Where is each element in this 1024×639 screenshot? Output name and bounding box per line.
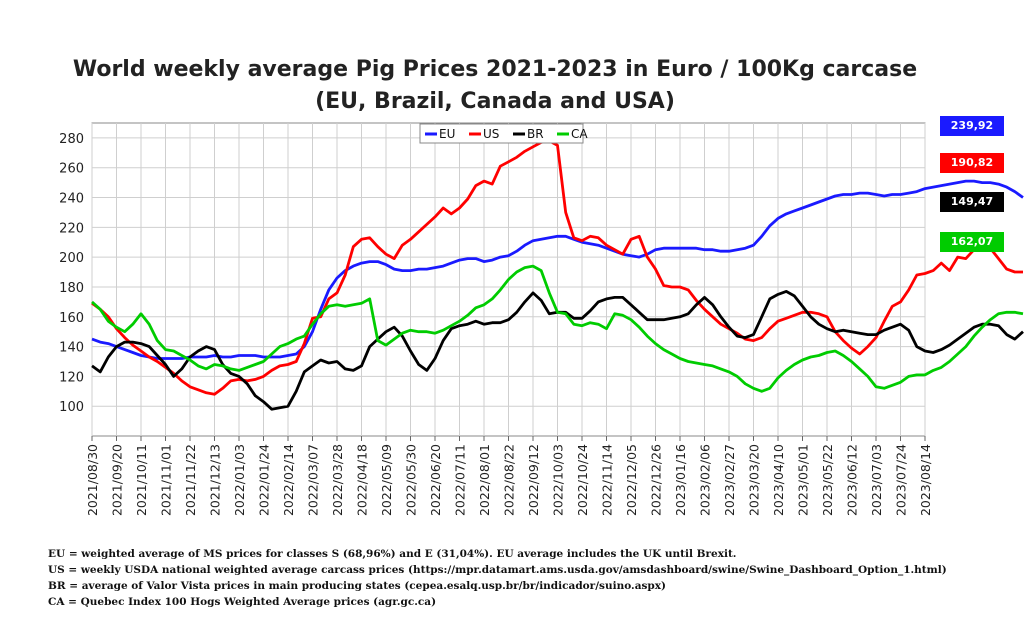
x-tick-label: 2022/08/22 <box>502 444 517 516</box>
x-tick-label: 2022/10/24 <box>575 444 590 516</box>
legend-label-br: BR <box>527 127 544 141</box>
x-tick-label: 2022/04/18 <box>355 444 370 516</box>
x-tick-label: 2022/12/26 <box>649 444 664 516</box>
x-tick-label: 2022/01/24 <box>257 444 272 516</box>
x-tick-label: 2023/07/03 <box>869 444 884 516</box>
x-tick-label: 2023/02/06 <box>698 444 713 516</box>
y-tick-label: 280 <box>59 132 84 147</box>
y-tick-label: 160 <box>59 311 84 326</box>
x-tick-label: 2022/12/05 <box>624 444 639 516</box>
x-tick-label: 2023/04/10 <box>771 444 786 516</box>
legend <box>419 123 584 144</box>
series-line-us <box>91 139 1023 396</box>
x-tick-label: 2021/10/11 <box>134 444 149 516</box>
x-tick-label: 2021/09/20 <box>110 444 125 516</box>
x-tick-label: 2021/12/13 <box>208 444 223 516</box>
chart-title-line-1: World weekly average Pig Prices 2021-202… <box>72 57 918 82</box>
x-tick-label: 2023/03/20 <box>747 444 762 516</box>
chart-subtitle: (EU, Brazil, Canada and USA) <box>315 89 675 114</box>
footnote-br: BR = average of Valor Vista prices in ma… <box>48 580 666 592</box>
y-tick-label: 240 <box>59 192 84 207</box>
footnote-ca: CA = Quebec Index 100 Hogs Weighted Aver… <box>48 596 437 608</box>
x-tick-label: 2021/11/01 <box>159 444 174 516</box>
legend-label-us: US <box>483 127 499 141</box>
footnote-us: US = weekly USDA national weighted avera… <box>48 564 947 576</box>
footnote-eu: EU = weighted average of MS prices for c… <box>48 548 737 560</box>
y-tick-label: 260 <box>59 162 84 177</box>
x-tick-label: 2022/05/30 <box>404 444 419 516</box>
x-tick-label: 2022/10/03 <box>551 444 566 516</box>
footnotes: EU = weighted average of MS prices for c… <box>48 546 947 610</box>
y-tick-label: 140 <box>59 341 84 356</box>
y-tick-label: 120 <box>59 370 84 385</box>
x-tick-label: 2022/07/11 <box>453 444 468 516</box>
br-last-value-badge: 149,47 <box>940 192 1004 212</box>
x-tick-label: 2021/08/30 <box>85 444 100 516</box>
us-last-value-badge: 190,82 <box>940 153 1004 173</box>
ca-last-value-badge: 162,07 <box>940 232 1004 252</box>
x-tick-label: 2023/06/12 <box>845 444 860 516</box>
y-tick-label: 100 <box>59 400 84 415</box>
x-tick-label: 2022/03/28 <box>330 444 345 516</box>
x-tick-label: 2022/05/09 <box>379 444 394 516</box>
legend-label-ca: CA <box>571 127 588 141</box>
x-tick-label: 2023/05/22 <box>820 444 835 516</box>
x-tick-label: 2022/11/14 <box>600 444 615 516</box>
line-chart: 100 120 140 160 180 200 220 240 260 280 2021/08/30… <box>59 122 1024 516</box>
x-tick-label: 2022/08/01 <box>477 444 492 516</box>
x-tick-label: 2023/07/24 <box>894 444 909 516</box>
y-tick-label: 220 <box>59 221 84 236</box>
x-tick-label: 2022/09/12 <box>526 444 541 516</box>
x-tick-label: 2023/08/14 <box>918 444 933 516</box>
x-tick-label: 2023/05/01 <box>796 444 811 516</box>
x-tick-label: 2022/01/03 <box>232 444 247 516</box>
legend-label-eu: EU <box>439 127 455 141</box>
x-tick-label: 2023/02/27 <box>722 444 737 516</box>
x-tick-label: 2022/03/07 <box>306 444 321 516</box>
y-tick-label: 180 <box>59 281 84 296</box>
series-line-ca <box>91 264 1024 393</box>
x-tick-label: 2021/11/22 <box>183 444 198 516</box>
x-tick-label: 2022/02/14 <box>281 444 296 516</box>
x-tick-label: 2022/06/20 <box>428 444 443 516</box>
y-tick-label: 200 <box>59 251 84 266</box>
series-line-eu <box>91 179 1024 360</box>
chart-title: World weekly average Pig Prices 2021-202… <box>0 54 990 118</box>
x-tick-label: 2023/01/16 <box>673 444 688 516</box>
eu-last-value-badge: 239,92 <box>940 116 1004 136</box>
